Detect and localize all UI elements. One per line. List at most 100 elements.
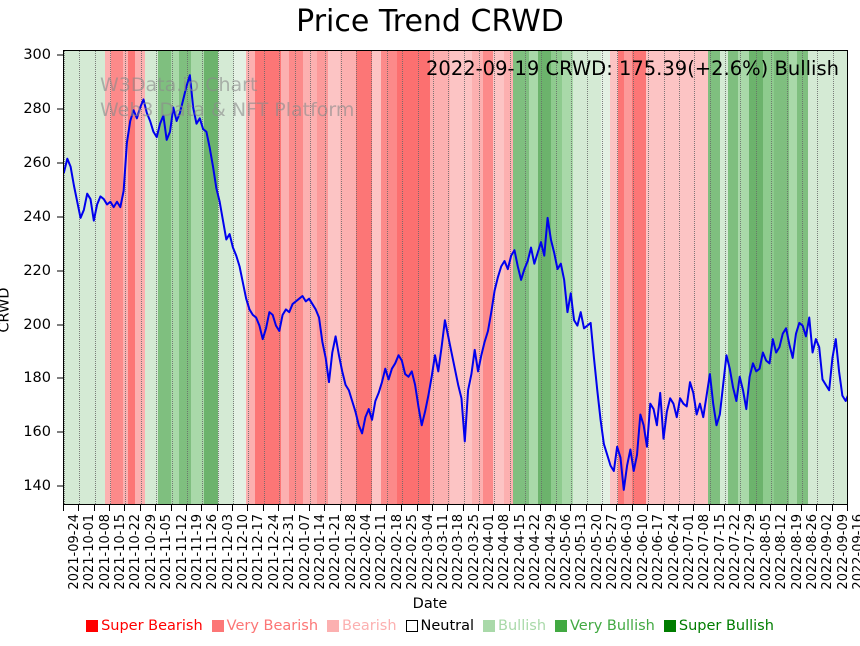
price-annotation: 2022-09-19 CRWD: 175.39(+2.6%) Bullish (426, 57, 839, 80)
sentiment-band (789, 51, 798, 504)
x-tick-label: 2022-04-08 (497, 514, 513, 590)
legend-swatch-icon (483, 620, 496, 632)
legend-label: Neutral (420, 618, 475, 634)
price-line (64, 74, 847, 491)
x-tick-mark (155, 505, 157, 511)
sentiment-band (371, 51, 382, 504)
x-tick-mark (662, 505, 664, 511)
x-tick-mark (355, 505, 357, 511)
gridline (479, 51, 481, 504)
x-tick-label: 2021-12-10 (236, 514, 252, 590)
legend-swatch-icon (211, 620, 224, 632)
x-tick-label: 2021-11-19 (189, 514, 205, 590)
x-tick-mark (816, 505, 818, 511)
sentiment-band (144, 51, 159, 504)
x-tick-mark (601, 505, 603, 511)
x-tick-label: 2022-06-24 (666, 514, 682, 590)
x-tick-label: 2021-09-24 (67, 514, 82, 590)
sentiment-band (483, 51, 494, 504)
vertical-gridlines (64, 51, 847, 504)
gridline (540, 51, 542, 504)
gridline (248, 51, 250, 504)
x-tick-mark (554, 505, 556, 511)
sentiment-band (600, 51, 611, 504)
gridline (110, 51, 112, 504)
sentiment-band (381, 51, 398, 504)
x-tick-label: 2022-03-18 (451, 514, 467, 590)
sentiment-band (327, 51, 341, 504)
gridline (125, 51, 127, 504)
x-tick-label: 2022-02-25 (405, 514, 421, 590)
x-tick-mark (370, 505, 372, 511)
gridline (309, 51, 311, 504)
sentiment-band (728, 51, 739, 504)
x-tick-mark (324, 505, 326, 511)
gridline (371, 51, 373, 504)
x-tick-mark (416, 505, 418, 511)
x-tick-label: 2022-04-29 (543, 514, 559, 590)
x-tick-label: 2022-06-10 (635, 514, 651, 590)
x-tick-mark (462, 505, 464, 511)
y-tick-label: 240 (23, 208, 51, 225)
y-tick-mark (57, 270, 63, 272)
x-tick-mark (431, 505, 433, 511)
legend-item[interactable]: Very Bearish (211, 618, 319, 634)
x-tick-label: 2022-06-17 (651, 514, 667, 590)
x-tick-mark (739, 505, 741, 511)
gridline (417, 51, 419, 504)
x-tick-label: 2022-08-26 (804, 514, 820, 590)
legend-label: Super Bearish (101, 618, 203, 634)
legend-item[interactable]: Bearish (327, 618, 397, 634)
legend-label: Very Bullish (570, 618, 655, 634)
x-tick-mark (693, 505, 695, 511)
legend-item[interactable]: Super Bullish (663, 618, 774, 634)
gridline (171, 51, 173, 504)
x-tick-mark (570, 505, 572, 511)
x-tick-label: 2022-09-16 (851, 514, 860, 590)
price-line-chart (64, 74, 847, 491)
x-axis: 2021-09-24 2021-10-01 2021-10-08 2021-10-15… (63, 505, 860, 615)
y-tick-mark (57, 162, 63, 164)
gridline (740, 51, 742, 504)
x-tick-mark (293, 505, 295, 511)
gridline (140, 51, 142, 504)
sentiment-band (254, 51, 282, 504)
x-tick-mark (109, 505, 111, 511)
x-tick-mark (539, 505, 541, 511)
sentiment-band (134, 51, 146, 504)
legend-label: Very Bearish (226, 618, 319, 634)
x-tick-label: 2021-11-05 (159, 514, 175, 590)
y-tick-mark (57, 431, 63, 433)
x-tick-mark (724, 505, 726, 511)
x-tick-label: 2021-10-29 (143, 514, 159, 590)
y-tick-mark (57, 216, 63, 218)
gridline (340, 51, 342, 504)
sentiment-band (203, 51, 219, 504)
gridline (294, 51, 296, 504)
legend-swatch-icon (405, 620, 418, 632)
x-tick-label: 2022-05-20 (589, 514, 605, 590)
legend-item[interactable]: Very Bullish (555, 618, 655, 634)
legend-item[interactable]: Neutral (405, 618, 475, 634)
gridline (463, 51, 465, 504)
x-tick-label: 2022-04-01 (482, 514, 498, 590)
sentiment-band (618, 51, 626, 504)
x-tick-mark (647, 505, 649, 511)
x-tick-mark (139, 505, 141, 511)
legend-item[interactable]: Bullish (483, 618, 546, 634)
x-tick-label: 2021-11-26 (205, 514, 221, 590)
legend-item[interactable]: Super Bearish (86, 618, 203, 634)
x-tick-label: 2022-01-14 (312, 514, 328, 590)
legend-label: Bullish (498, 618, 547, 634)
legend-swatch-icon (327, 620, 340, 632)
x-tick-mark (63, 505, 64, 511)
x-tick-mark (339, 505, 341, 511)
gridline (217, 51, 219, 504)
legend-label: Bearish (342, 618, 397, 634)
x-tick-label: 2022-02-04 (359, 514, 375, 590)
x-tick-label: 2022-07-15 (712, 514, 728, 590)
x-tick-label: 2022-05-06 (558, 514, 574, 590)
x-tick-label: 2022-09-09 (835, 514, 851, 590)
x-tick-mark (216, 505, 218, 511)
